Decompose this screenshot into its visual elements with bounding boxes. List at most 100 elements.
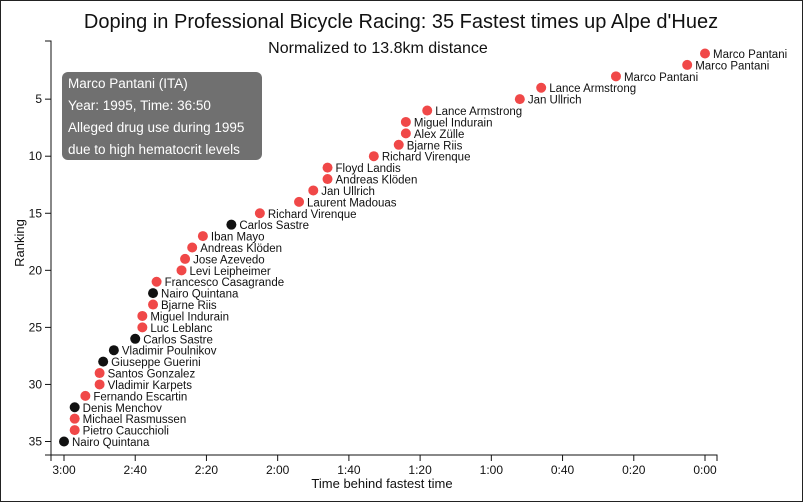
data-label: Alex Zülle [414, 129, 465, 141]
data-point[interactable] [197, 231, 208, 242]
data-label: Michael Rasmussen [83, 414, 187, 426]
data-label: Carlos Sastre [143, 334, 213, 346]
x-tick-label: 0:20 [622, 463, 646, 477]
data-label: Richard Virenque [268, 209, 357, 221]
data-point[interactable] [69, 425, 80, 436]
data-label: Jan Ullrich [321, 186, 375, 198]
x-tick-label: 0:40 [551, 463, 575, 477]
data-point[interactable] [254, 208, 265, 219]
x-axis-line [50, 454, 718, 461]
data-point[interactable] [94, 379, 105, 390]
data-label: Miguel Indurain [150, 311, 229, 323]
tooltip-rider: Marco Pantani (ITA) [68, 76, 188, 91]
data-label: Vladimir Karpets [108, 380, 193, 392]
data-label: Jose Azevedo [193, 254, 265, 266]
data-label: Andreas Klöden [200, 243, 282, 255]
data-point[interactable] [682, 59, 693, 70]
data-point[interactable] [226, 219, 237, 230]
data-point[interactable] [130, 333, 141, 344]
x-tick-label: 1:20 [408, 463, 432, 477]
y-tick-label: 25 [29, 320, 43, 334]
data-point[interactable] [610, 71, 621, 82]
data-point[interactable] [400, 116, 411, 127]
x-tick-label: 3:00 [52, 463, 76, 477]
data-label: Nairo Quintana [72, 437, 150, 449]
data-label: Bjarne Riis [407, 140, 463, 152]
data-point[interactable] [393, 139, 404, 150]
data-point[interactable] [322, 162, 333, 173]
tooltip-year-time: Year: 1995, Time: 36:50 [68, 98, 211, 113]
chart-subtitle: Normalized to 13.8km distance [268, 40, 488, 57]
data-label: Laurent Madouas [307, 197, 397, 209]
data-point[interactable] [148, 288, 159, 299]
data-point[interactable] [108, 345, 119, 356]
data-point[interactable] [700, 48, 710, 59]
data-label: Denis Menchov [83, 403, 163, 415]
y-tick-label: 5 [35, 92, 42, 106]
y-tick-label: 35 [29, 435, 43, 449]
data-point[interactable] [176, 265, 187, 276]
data-point[interactable] [514, 94, 525, 105]
data-label: Floyd Landis [336, 163, 401, 175]
data-point[interactable] [422, 105, 433, 116]
data-label: Marco Pantani [713, 49, 787, 61]
data-point[interactable] [187, 242, 198, 253]
data-label: Jan Ullrich [528, 95, 582, 107]
data-point[interactable] [308, 185, 319, 196]
y-tick-label: 30 [29, 377, 43, 391]
data-label: Marco Pantani [624, 72, 698, 84]
x-axis-title: Time behind fastest time [311, 476, 452, 491]
y-tick-label: 20 [29, 263, 43, 277]
data-label: Francesco Casagrande [165, 277, 285, 289]
y-tick-label: 15 [29, 206, 43, 220]
data-label: Andreas Klöden [336, 175, 418, 187]
data-label: Giuseppe Guerini [111, 357, 201, 369]
data-point[interactable] [59, 436, 69, 447]
data-point[interactable] [400, 128, 411, 139]
x-tick-label: 1:40 [337, 463, 361, 477]
data-point[interactable] [137, 310, 148, 321]
data-point[interactable] [368, 151, 379, 162]
tooltip-reason: due to high hematocrit levels [68, 142, 240, 157]
x-tick-label: 2:40 [124, 463, 148, 477]
y-axis-title: Ranking [12, 219, 27, 267]
data-label: Lance Armstrong [549, 83, 636, 95]
data-label: Pietro Caucchioli [83, 426, 169, 438]
data-point[interactable] [69, 413, 80, 424]
data-label: Marco Pantani [695, 60, 769, 72]
data-point[interactable] [536, 82, 547, 93]
data-label: Santos Gonzalez [108, 369, 196, 381]
data-label: Fernando Escartin [93, 391, 187, 403]
x-tick-label: 2:00 [266, 463, 290, 477]
data-point[interactable] [94, 368, 105, 379]
data-label: Carlos Sastre [239, 220, 309, 232]
data-label: Bjarne Riis [161, 300, 217, 312]
axes: 5 10 15 20 25 30 35 3:00 2:40 2:20 2:00 1:40 1:20 1:0… [29, 40, 718, 477]
data-point[interactable] [137, 322, 148, 333]
data-point[interactable] [151, 276, 162, 287]
chart-title: Doping in Professional Bicycle Racing: 3… [84, 11, 718, 33]
y-tick-label: 10 [29, 149, 43, 163]
data-point[interactable] [294, 196, 305, 207]
data-label: Vladimir Poulnikov [122, 346, 217, 358]
data-point[interactable] [98, 356, 109, 367]
data-label: Nairo Quintana [161, 289, 239, 301]
data-label: Luc Leblanc [150, 323, 212, 335]
data-point[interactable] [322, 174, 333, 185]
data-label: Lance Armstrong [435, 106, 522, 118]
data-label: Miguel Indurain [414, 117, 493, 129]
data-point[interactable] [180, 253, 191, 264]
x-tick-label: 1:00 [480, 463, 504, 477]
data-label: Richard Virenque [382, 152, 471, 164]
data-point[interactable] [148, 299, 159, 310]
data-point[interactable] [80, 390, 91, 401]
data-label: Iban Mayo [211, 232, 265, 244]
x-tick-label: 2:20 [195, 463, 219, 477]
tooltip-allegation: Alleged drug use during 1995 [68, 120, 245, 135]
data-point[interactable] [69, 402, 80, 413]
y-axis-line [45, 40, 52, 456]
tooltip: Marco Pantani (ITA) Year: 1995, Time: 36… [62, 72, 262, 160]
